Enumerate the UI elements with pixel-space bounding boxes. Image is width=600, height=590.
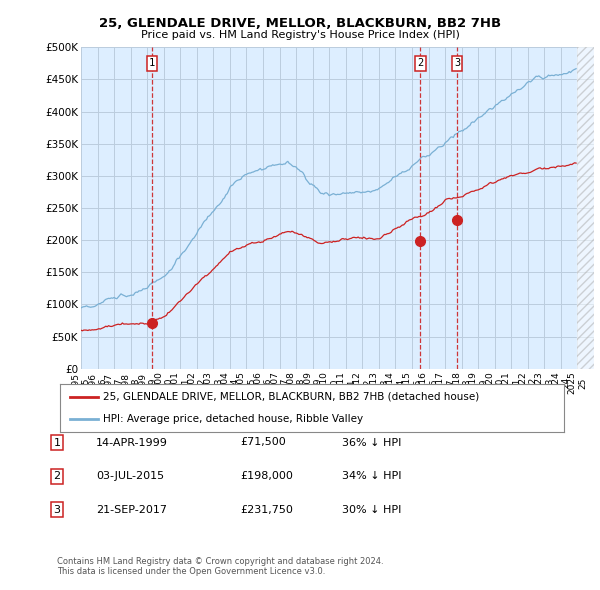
Text: 3: 3 bbox=[454, 58, 460, 68]
Text: £71,500: £71,500 bbox=[240, 438, 286, 447]
Text: 03-JUL-2015: 03-JUL-2015 bbox=[96, 471, 164, 481]
Text: £198,000: £198,000 bbox=[240, 471, 293, 481]
Text: 25, GLENDALE DRIVE, MELLOR, BLACKBURN, BB2 7HB: 25, GLENDALE DRIVE, MELLOR, BLACKBURN, B… bbox=[99, 17, 501, 30]
Text: 2: 2 bbox=[53, 471, 61, 481]
Text: 14-APR-1999: 14-APR-1999 bbox=[96, 438, 168, 447]
Text: HPI: Average price, detached house, Ribble Valley: HPI: Average price, detached house, Ribb… bbox=[103, 414, 363, 424]
Text: £231,750: £231,750 bbox=[240, 505, 293, 514]
Bar bbox=[577, 47, 594, 369]
Text: This data is licensed under the Open Government Licence v3.0.: This data is licensed under the Open Gov… bbox=[57, 568, 325, 576]
Text: 34% ↓ HPI: 34% ↓ HPI bbox=[342, 471, 401, 481]
Text: 25, GLENDALE DRIVE, MELLOR, BLACKBURN, BB2 7HB (detached house): 25, GLENDALE DRIVE, MELLOR, BLACKBURN, B… bbox=[103, 392, 479, 402]
Text: 1: 1 bbox=[53, 438, 61, 447]
Text: Price paid vs. HM Land Registry's House Price Index (HPI): Price paid vs. HM Land Registry's House … bbox=[140, 30, 460, 40]
Text: Contains HM Land Registry data © Crown copyright and database right 2024.: Contains HM Land Registry data © Crown c… bbox=[57, 558, 383, 566]
Text: 30% ↓ HPI: 30% ↓ HPI bbox=[342, 505, 401, 514]
Text: 21-SEP-2017: 21-SEP-2017 bbox=[96, 505, 167, 514]
Text: 36% ↓ HPI: 36% ↓ HPI bbox=[342, 438, 401, 447]
Text: 2: 2 bbox=[417, 58, 424, 68]
Text: 1: 1 bbox=[149, 58, 155, 68]
Bar bbox=[577, 47, 594, 369]
Text: 3: 3 bbox=[53, 505, 61, 514]
